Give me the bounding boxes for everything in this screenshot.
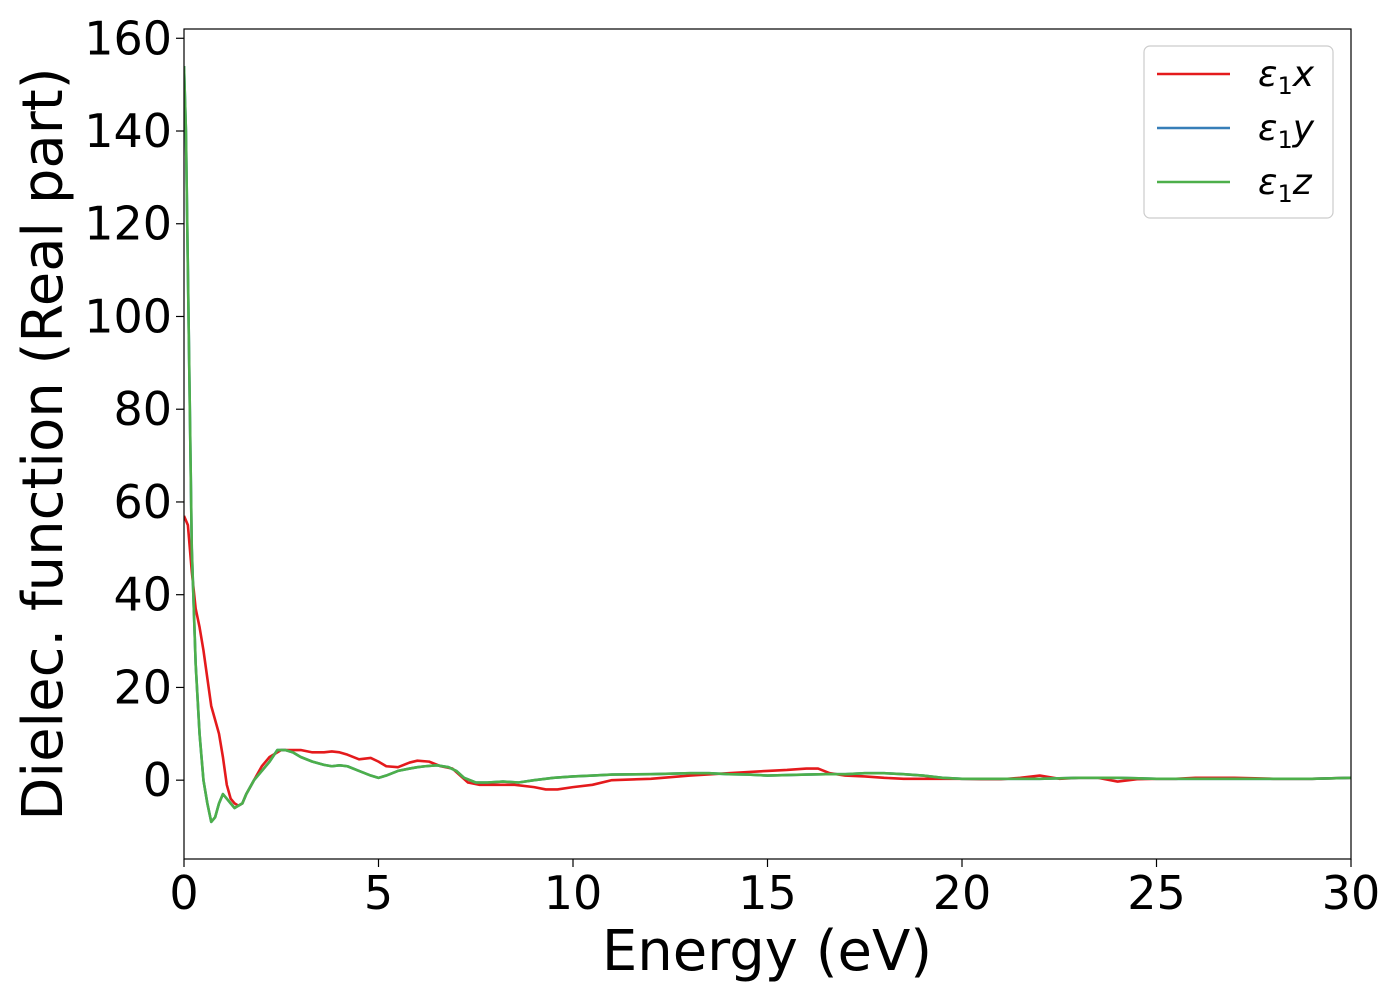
y-tick-label: 20 <box>113 660 172 714</box>
legend-subscript: 1 <box>1277 126 1292 154</box>
x-tick-label: 25 <box>1127 866 1186 920</box>
x-tick-label: 10 <box>544 866 603 920</box>
x-tick-label: 5 <box>364 866 393 920</box>
y-tick-label: 40 <box>113 568 172 622</box>
legend-symbol: ε <box>1258 162 1277 203</box>
legend-variable: y <box>1292 108 1315 149</box>
x-tick-label: 20 <box>933 866 992 920</box>
y-axis: 0 20 40 60 80 100 120 140 160 <box>84 11 184 807</box>
y-tick-label: 80 <box>113 382 172 436</box>
series-line-z <box>184 66 1351 824</box>
y-tick-label: 0 <box>143 753 172 807</box>
legend-box <box>1143 45 1334 219</box>
legend-label: ε1x <box>1258 54 1315 100</box>
x-tick-label: 15 <box>738 866 797 920</box>
legend-label: ε1y <box>1258 108 1315 154</box>
legend-subscript: 1 <box>1277 180 1292 208</box>
y-tick-label: 60 <box>113 475 172 529</box>
x-axis: 0 5 10 15 20 25 30 <box>169 859 1380 920</box>
legend-variable: x <box>1292 54 1315 95</box>
x-tick-label: 0 <box>169 866 198 920</box>
legend-variable: z <box>1292 162 1313 203</box>
y-tick-label: 100 <box>84 289 172 343</box>
x-tick-label: 30 <box>1322 866 1381 920</box>
legend-subscript: 1 <box>1277 72 1292 100</box>
x-axis-label: Energy (eV) <box>602 919 932 984</box>
legend-symbol: ε <box>1258 54 1277 95</box>
y-tick-label: 140 <box>84 104 172 158</box>
y-axis-label: Dielec. function (Real part) <box>11 67 76 820</box>
series-layer <box>184 66 1351 824</box>
legend-label: ε1z <box>1258 162 1313 208</box>
y-tick-label: 120 <box>84 197 172 251</box>
legend-symbol: ε <box>1258 108 1277 149</box>
y-tick-label: 160 <box>84 11 172 65</box>
